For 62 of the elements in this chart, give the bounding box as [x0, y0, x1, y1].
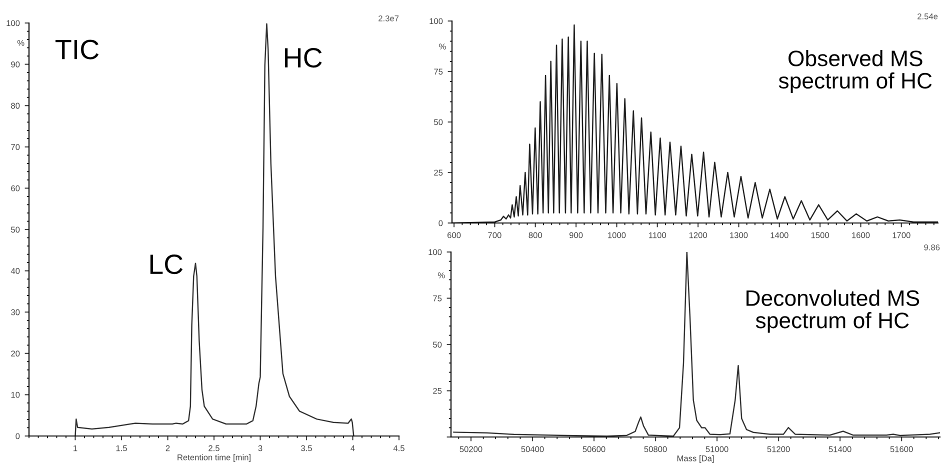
- x-tick-label: 900: [569, 232, 583, 238]
- x-tick-label: 1100: [649, 232, 666, 238]
- y-tick-label: 40: [10, 268, 20, 274]
- x-tick-label: 3: [258, 445, 262, 452]
- y-axis-title: %: [438, 272, 445, 278]
- x-tick-label: 3.5: [301, 445, 312, 452]
- x-tick-label: 51200: [767, 446, 790, 452]
- y-tick-label: 100: [430, 18, 443, 24]
- x-tick-label: 4.5: [393, 445, 404, 452]
- x-tick-label: 50600: [582, 446, 606, 452]
- text: 2.3e7: [378, 15, 399, 22]
- y-tick-label: 50: [11, 226, 20, 233]
- x-tick-label: 2: [166, 445, 170, 452]
- x-tick-label: 4: [350, 445, 355, 452]
- x-tick-label: 700: [488, 232, 502, 238]
- y-tick-label: 75: [434, 68, 443, 75]
- line-series: [453, 252, 940, 437]
- annotation: Observed MS spectrum of HC: [778, 50, 932, 94]
- y-tick-label: 20: [11, 350, 20, 356]
- y-tick-label: 0: [438, 220, 443, 226]
- text: 9.86: [924, 244, 940, 250]
- x-tick-label: 1600: [852, 232, 870, 238]
- x-tick-label: 1: [74, 445, 78, 452]
- x-tick-label: 50800: [644, 446, 667, 452]
- y-tick-label: 50: [434, 119, 443, 126]
- annotation: LC: [150, 254, 183, 274]
- x-tick-label: 1500: [811, 232, 830, 238]
- x-tick-label: 51400: [828, 446, 852, 452]
- x-axis-title: Mass [Da]: [677, 455, 714, 463]
- x-tick-label: 2.5: [208, 445, 220, 452]
- x-tick-label: 1300: [730, 232, 748, 238]
- y-tick-label: 0: [16, 433, 20, 440]
- y-axis-title: %: [17, 40, 24, 46]
- y-tick-label: 80: [11, 102, 20, 109]
- x-tick-label: 50400: [521, 446, 544, 452]
- text: 2.54e: [918, 13, 938, 20]
- x-tick-label: 51600: [890, 446, 913, 452]
- x-axis-title: Retention time [min]: [178, 454, 250, 462]
- x-tick-label: 51000: [706, 446, 728, 452]
- y-tick-label: 70: [11, 144, 20, 150]
- y-tick-label: 90: [11, 62, 20, 68]
- annotation: HC: [285, 48, 322, 68]
- x-tick-label: 1.5: [116, 445, 127, 452]
- x-tick-label: 600: [448, 232, 461, 238]
- x-tick-label: 50200: [460, 446, 482, 452]
- x-tick-label: 800: [528, 232, 542, 238]
- y-tick-label: 30: [11, 309, 20, 316]
- x-tick-label: 1200: [689, 232, 707, 238]
- y-tick-label: 75: [433, 296, 442, 302]
- y-axis-title: %: [439, 44, 446, 50]
- y-tick-label: 25: [434, 170, 443, 176]
- x-tick-label: 1000: [608, 232, 626, 238]
- x-tick-label: 1700: [892, 232, 910, 238]
- y-tick-label: 10: [11, 392, 20, 398]
- y-tick-label: 25: [433, 388, 442, 394]
- annotation: TIC: [56, 40, 99, 60]
- x-tick-label: 1400: [770, 232, 788, 238]
- y-tick-label: 100: [6, 20, 20, 26]
- annotation: Deconvoluted MS spectrum of HC: [746, 290, 920, 333]
- y-tick-label: 100: [428, 249, 442, 256]
- y-tick-label: 50: [433, 342, 442, 348]
- y-tick-label: 60: [11, 185, 20, 192]
